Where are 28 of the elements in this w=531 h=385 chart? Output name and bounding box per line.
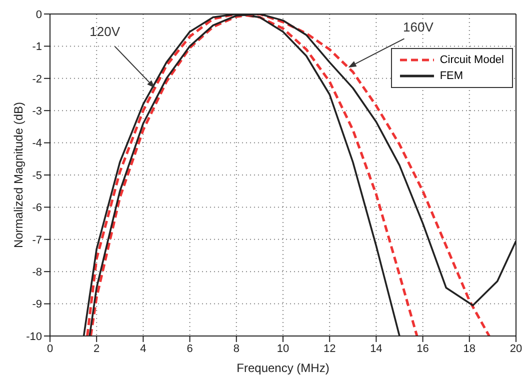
x-tick-label: 6: [186, 342, 193, 355]
y-tick-label: -3: [32, 106, 42, 118]
x-tick-label: 14: [370, 342, 382, 355]
legend-label: FEM: [440, 69, 464, 84]
y-tick-label: 0: [36, 8, 42, 21]
y-tick-label: -6: [32, 202, 42, 214]
y-axis-title: Normalized Magnitude (dB): [11, 102, 26, 248]
x-tick-label: 20: [510, 342, 522, 355]
y-tick-label: -5: [32, 170, 42, 182]
x-tick-label: 8: [233, 342, 240, 355]
y-tick-label: -10: [26, 330, 42, 343]
x-tick-label: 10: [276, 342, 290, 355]
y-tick-label: -7: [32, 234, 42, 246]
y-tick-label: -8: [32, 266, 42, 279]
x-tick-label: 0: [46, 342, 54, 355]
y-tick-label: -1: [32, 41, 42, 54]
x-tick-label: 12: [323, 342, 336, 355]
y-tick-label: -4: [32, 138, 42, 150]
legend-label: Circuit Model: [440, 53, 504, 68]
x-tick-label: 4: [140, 342, 146, 355]
annotation: 160V: [403, 19, 434, 34]
x-tick-label: 16: [416, 342, 429, 355]
x-tick-label: 2: [94, 342, 100, 355]
y-tick-label: -2: [32, 73, 42, 86]
x-tick-label: 18: [463, 342, 476, 355]
y-tick-label: -9: [32, 298, 42, 311]
x-axis-title: Frequency (MHz): [236, 361, 330, 375]
annotation: 120V: [90, 24, 120, 40]
